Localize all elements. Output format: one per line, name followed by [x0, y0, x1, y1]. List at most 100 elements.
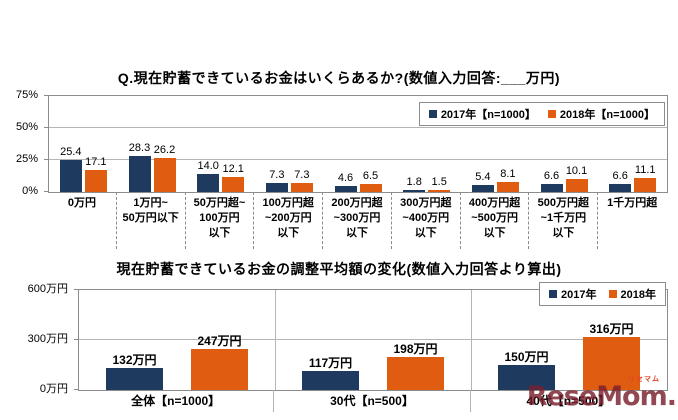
bar-value-label: 247万円 — [197, 333, 242, 348]
bar-group: 5.4 8.1 — [461, 96, 530, 192]
bar-2018年 — [387, 357, 444, 390]
bar-2017年【n=1000】 — [403, 189, 426, 192]
bar-2018年【n=1000】 — [290, 182, 313, 192]
bar-with-label: 11.1 — [634, 96, 657, 192]
x-axis-category-label: 0万円 — [67, 197, 96, 209]
y-axis-labels: 0万円 300万円 600万円 — [0, 253, 72, 420]
bar-value-label: 132万円 — [112, 353, 157, 367]
bar-group: 25.4 17.1 — [49, 96, 118, 192]
gridline — [79, 339, 667, 340]
bar-value-label: 12.1 — [222, 162, 244, 175]
bar-value-label: 117万円 — [308, 355, 353, 370]
bar-value-label: 150万円 — [504, 350, 549, 364]
bar-with-label: 12.1 — [222, 96, 245, 192]
bar-with-label: 132万円 — [106, 290, 163, 390]
y-axis-tick — [44, 159, 49, 160]
y-axis-tick — [74, 289, 79, 290]
x-axis-category-label: 200万円超 ~300万円 以下 — [322, 192, 391, 249]
x-axis-category-label: 40代【n=500】 — [469, 390, 666, 412]
legend-label: 2018年【n=1000】 — [559, 109, 655, 121]
bar-2018年【n=1000】 — [359, 183, 382, 192]
y-axis-tick — [44, 127, 49, 128]
bar-value-label: 6.6 — [543, 169, 560, 182]
bar-group: 14.0 12.1 — [186, 96, 255, 192]
x-axis-category-label: 30代【n=500】 — [273, 390, 469, 412]
bar-2017年【n=1000】 — [265, 182, 288, 192]
bar-2017年【n=1000】 — [59, 159, 82, 192]
bar-group: 6.6 10.1 — [530, 96, 599, 192]
legend-label: 2017年 — [561, 289, 597, 301]
bar-2018年【n=1000】 — [84, 170, 107, 192]
bar-with-label: 8.1 — [496, 96, 519, 192]
bar-with-label: 5.4 — [471, 96, 494, 192]
y-axis-tick-label: 50% — [15, 121, 38, 133]
x-axis-category-label: 50万円超~ 100万円 以下 — [184, 192, 254, 249]
y-axis-tick-label: 25% — [15, 153, 38, 165]
legend-swatch — [547, 110, 556, 118]
bar-2018年 — [191, 348, 248, 390]
bar-2018年【n=1000】 — [634, 177, 657, 192]
bar-value-label: 28.3 — [128, 141, 151, 154]
category-separator — [275, 290, 276, 390]
bar-with-label: 17.1 — [84, 96, 107, 192]
bar-group: 6.6 11.1 — [598, 96, 667, 192]
bar-with-label: 1.8 — [403, 96, 426, 192]
bar-with-label: 14.0 — [197, 96, 220, 192]
y-axis-tick — [44, 191, 49, 192]
legend-swatch — [608, 290, 617, 298]
bar-value-label: 198万円 — [393, 342, 438, 356]
bar-2018年【n=1000】 — [565, 179, 588, 192]
bar-2018年【n=1000】 — [428, 190, 451, 192]
y-axis-tick-label: 0% — [22, 185, 38, 197]
bar-value-label: 10.1 — [565, 165, 588, 178]
x-axis-labels: 0万円 1万円~ 50万円以下 50万円超~ 100万円 以下 100万円超 ~200… — [48, 192, 666, 249]
bar-with-label: 7.3 — [290, 96, 313, 192]
bar-with-label: 28.3 — [128, 96, 151, 192]
y-axis-tick — [74, 389, 79, 390]
bar-value-label: 17.1 — [85, 156, 107, 169]
bar-2018年【n=1000】 — [153, 158, 176, 192]
bar-2017年【n=1000】 — [609, 183, 632, 192]
chart-title: Q.現在貯蓄できているお金はいくらあるか?(数値入力回答:___万円) — [117, 70, 561, 86]
y-axis-tick-label: 75% — [15, 89, 38, 101]
plot-area: 2017年【n=1000】 2018年【n=1000】 25.4 17.1 28.3 2… — [44, 95, 668, 193]
bar-2017年【n=1000】 — [471, 185, 494, 192]
bar-groups: 132万円 247万円 117万円 198万円 150万円 316万円 — [79, 290, 667, 390]
bar-value-label: 6.6 — [612, 169, 628, 182]
chart-title: 現在貯蓄できているお金の調整平均額の変化(数値入力回答より算出) — [116, 261, 562, 277]
x-axis-category-label: 1万円~ 50万円以下 — [115, 192, 185, 249]
legend-swatch — [549, 290, 558, 298]
bar-2017年【n=1000】 — [540, 183, 563, 192]
bar-with-label: 316万円 — [583, 290, 640, 390]
bar-2018年 — [583, 337, 640, 390]
bar-2017年【n=1000】 — [197, 174, 220, 192]
y-axis-tick-label: 0万円 — [39, 383, 68, 395]
x-axis-category-label: 1千万円超 — [597, 192, 666, 249]
bar-with-label: 10.1 — [565, 96, 588, 192]
bar-value-label: 14.0 — [197, 160, 219, 173]
bar-with-label: 247万円 — [191, 290, 248, 390]
y-axis-tick — [74, 339, 79, 340]
legend: 2017年 2018年 — [539, 282, 666, 306]
gridline — [49, 127, 667, 128]
legend: 2017年【n=1000】 2018年【n=1000】 — [418, 102, 665, 126]
y-axis-labels: 0% 25% 50% 75% — [0, 60, 42, 252]
bar-with-label: 150万円 — [498, 290, 555, 390]
bar-2017年 — [498, 365, 555, 390]
bar-2017年 — [106, 368, 163, 390]
bar-2017年【n=1000】 — [334, 186, 357, 192]
legend-item: 2017年 — [549, 286, 597, 302]
resemom-watermark: リセマム ReseMom. — [527, 376, 677, 410]
y-axis-tick-label: 600万円 — [27, 283, 68, 295]
x-axis-category-label: 全体【n=1000】 — [131, 394, 221, 408]
category-separator — [471, 290, 472, 390]
bar-group: 117万円 198万円 — [275, 290, 471, 390]
bar-with-label: 6.6 — [609, 96, 632, 192]
y-axis-tick — [44, 95, 49, 96]
bar-group: 4.6 6.5 — [324, 96, 393, 192]
bar-with-label: 6.6 — [540, 96, 563, 192]
legend-item: 2018年 — [608, 286, 656, 302]
gridline — [49, 159, 667, 160]
bar-2018年【n=1000】 — [496, 181, 519, 192]
bar-value-label: 6.5 — [362, 169, 379, 182]
